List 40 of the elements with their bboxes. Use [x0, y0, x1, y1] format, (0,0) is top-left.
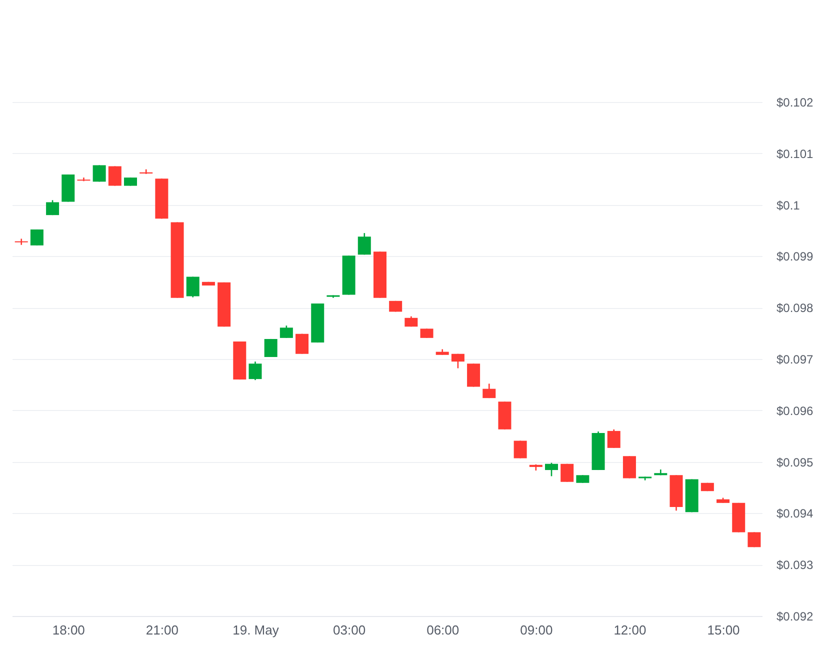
x-tick-label: 06:00 [426, 622, 460, 638]
candlestick [482, 383, 496, 399]
y-tick-label: $0.093 [776, 558, 814, 572]
candlestick [560, 463, 574, 482]
x-tick-label: 19. May [232, 622, 280, 638]
y-tick-label: $0.097 [776, 352, 814, 366]
y-tick-label: $0.099 [776, 250, 814, 264]
candlestick [92, 164, 106, 182]
y-tick-label: $0.095 [776, 455, 814, 470]
y-tick-label: $0.101 [776, 146, 814, 161]
candlestick [264, 338, 278, 358]
candlestick [248, 360, 262, 381]
candlestick [30, 228, 44, 246]
y-tick-label: $0.094 [776, 506, 814, 521]
candlestick [280, 324, 293, 339]
candlestick [296, 333, 309, 355]
candlestick [607, 428, 620, 449]
y-tick-label: $0.102 [776, 96, 814, 110]
x-tick-label: 21:00 [146, 622, 178, 638]
y-tick-label: $0.092 [776, 610, 814, 624]
x-tick-label: 18:00 [52, 622, 85, 638]
candlestick [420, 328, 434, 339]
candlestick [451, 353, 464, 369]
y-tick-label: $0.096 [776, 404, 814, 418]
x-tick-label: 15:00 [707, 622, 740, 638]
y-tick-label: $0.1 [776, 198, 800, 212]
candlestick [46, 200, 60, 216]
candlestick [14, 238, 28, 246]
x-tick-label: 09:00 [520, 622, 553, 638]
candlestick [467, 362, 480, 388]
candlestick [622, 455, 636, 479]
candlestick [748, 532, 761, 548]
candlestick [358, 232, 371, 256]
y-tick-label: $0.098 [776, 301, 814, 316]
x-tick-label: 12:00 [614, 622, 646, 638]
candlestick [186, 276, 200, 298]
candlestick [514, 440, 527, 459]
x-tick-label: 03:00 [333, 622, 366, 638]
candlestick [545, 462, 558, 477]
candlestick [108, 166, 122, 186]
